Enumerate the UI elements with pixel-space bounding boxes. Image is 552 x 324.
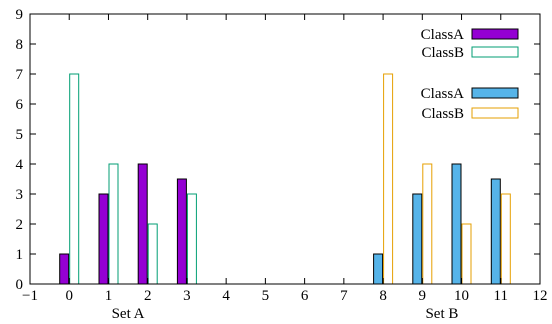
x-tick-label: 7	[340, 288, 348, 304]
legend-swatch-classa	[471, 28, 519, 40]
y-axis: 0 1 2 3 4 5 6 7 8 9	[16, 7, 540, 293]
legend-label-classb: ClassB	[421, 45, 464, 61]
bar-set-b-classa-10	[451, 163, 462, 285]
plot-frame	[29, 13, 541, 285]
legend-swatch-classa	[471, 87, 519, 99]
legend-label-classb: ClassB	[421, 106, 464, 122]
y-tick-label: 9	[16, 7, 24, 23]
group-label-set-a: Set A	[112, 306, 145, 322]
bar-set-a-classb-3	[186, 193, 197, 285]
x-tick-label: 10	[454, 288, 469, 304]
bar-set-b-classa-8	[373, 253, 384, 285]
bar-set-a-classa-3	[176, 178, 187, 285]
legend-swatch-classb	[471, 46, 519, 58]
legend-label-classa: ClassA	[421, 27, 465, 43]
x-tick-label: 3	[183, 288, 191, 304]
y-tick-label: 6	[16, 97, 24, 113]
x-tick-label: 4	[222, 288, 230, 304]
bar-set-b-classb-10	[461, 223, 472, 285]
y-tick-label: 4	[16, 157, 24, 173]
bar-set-a-classb-2	[147, 223, 158, 285]
x-tick-label: 2	[144, 288, 152, 304]
y-tick-label: 2	[16, 217, 24, 233]
x-tick-label: 0	[65, 288, 73, 304]
bar-set-a-classb-1	[108, 163, 119, 285]
bar-set-a-classa-2	[137, 163, 148, 285]
x-tick-label: 6	[301, 288, 309, 304]
bar-set-b-classb-11	[500, 193, 511, 285]
group-labels: Set A Set B	[112, 306, 459, 322]
bar-set-b-classb-9	[422, 163, 433, 285]
x-tick-label: 1	[105, 288, 113, 304]
legend-label-classa: ClassA	[421, 86, 465, 102]
bar-set-a-classa-0	[59, 253, 70, 285]
y-tick-label: 0	[16, 277, 24, 293]
x-tick-label: 12	[533, 288, 548, 304]
bar-set-b-classb-8	[383, 73, 394, 285]
group-label-set-b: Set B	[425, 306, 458, 322]
x-tick-label: 9	[419, 288, 427, 304]
x-tick-label: −1	[22, 288, 38, 304]
bars-layer	[59, 73, 511, 285]
x-tick-label: 5	[262, 288, 270, 304]
bar-set-b-classa-9	[412, 193, 423, 285]
y-tick-label: 8	[16, 37, 24, 53]
x-axis: −1 0 1 2 3 4 5 6 7 8 9 10 11 12	[22, 14, 548, 304]
x-tick-label: 8	[379, 288, 387, 304]
bar-set-b-classa-11	[490, 178, 501, 285]
x-tick-label: 11	[494, 288, 508, 304]
y-tick-label: 1	[16, 247, 24, 263]
bar-set-a-classb-0	[69, 73, 80, 285]
y-tick-label: 5	[16, 127, 24, 143]
legend-swatch-classb	[471, 107, 519, 119]
bar-set-a-classa-1	[98, 193, 109, 285]
legend: ClassA ClassB ClassA ClassB	[421, 27, 519, 122]
y-tick-label: 7	[16, 67, 24, 83]
y-tick-label: 3	[16, 187, 24, 203]
